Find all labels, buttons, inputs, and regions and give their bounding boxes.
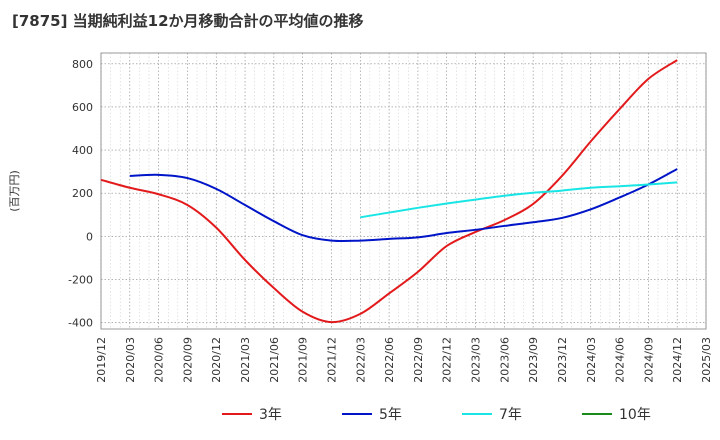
x-tick-label: 2024/09 — [642, 337, 655, 383]
x-tick-label: 2022/09 — [412, 337, 425, 383]
series-line-3年 — [100, 59, 678, 324]
y-tick-label: 800 — [72, 58, 93, 71]
y-axis-label: (百万円) — [8, 170, 21, 212]
series-line-7年 — [360, 181, 678, 219]
x-tick-label: 2022/06 — [383, 337, 396, 383]
y-tick-label: 400 — [72, 144, 93, 157]
legend-label: 5年 — [379, 407, 402, 423]
plot-area — [100, 52, 707, 330]
x-tick-label: 2024/03 — [585, 337, 598, 383]
y-tick-label: 600 — [72, 101, 93, 114]
x-tick-label: 2024/06 — [614, 337, 627, 383]
axis-labels: -400 -200 0 200 400 600 800 2019/12 2020/03 2020/… — [68, 58, 713, 383]
x-tick-label: 2021/09 — [297, 337, 310, 383]
y-tick-label: -400 — [68, 317, 93, 330]
x-tick-label: 2021/03 — [239, 337, 252, 383]
x-tick-label: 2020/03 — [124, 337, 137, 383]
x-tick-label: 2023/12 — [556, 337, 569, 383]
x-tick-label: 2021/12 — [325, 337, 338, 383]
legend-label: 10年 — [619, 407, 651, 423]
x-tick-label: 2023/09 — [527, 337, 540, 383]
x-tick-label: 2020/09 — [181, 337, 194, 383]
x-tick-label: 2022/12 — [441, 337, 454, 383]
y-tick-label: 0 — [86, 230, 93, 243]
x-tick-label: 2023/03 — [470, 337, 483, 383]
legend-label: 7年 — [499, 407, 522, 423]
x-tick-label: 2021/06 — [268, 337, 281, 383]
x-tick-label: 2025/03 — [700, 337, 713, 383]
chart-title: [7875] 当期純利益12か月移動合計の平均値の推移 — [12, 12, 364, 30]
x-tick-label: 2020/12 — [210, 337, 223, 383]
legend-label: 3年 — [259, 407, 282, 423]
y-tick-label: 200 — [72, 187, 93, 200]
series-line-5年 — [129, 168, 678, 243]
x-tick-label: 2022/03 — [354, 337, 367, 383]
y-tick-label: -200 — [68, 273, 93, 286]
x-tick-label: 2020/06 — [153, 337, 166, 383]
x-tick-label: 2019/12 — [95, 337, 108, 383]
series-lines — [100, 59, 678, 324]
legend: 3年 5年 7年 10年 — [222, 407, 651, 423]
x-tick-label: 2023/06 — [498, 337, 511, 383]
x-tick-label: 2024/12 — [671, 337, 684, 383]
